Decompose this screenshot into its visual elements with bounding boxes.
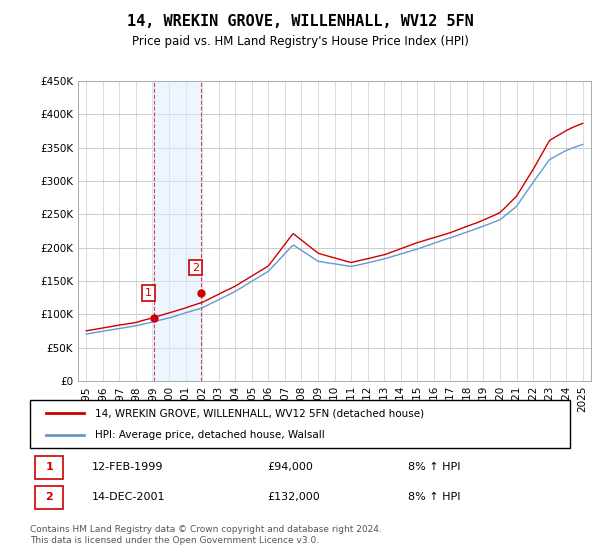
FancyBboxPatch shape: [35, 455, 64, 479]
Text: £94,000: £94,000: [268, 462, 313, 472]
Text: 8% ↑ HPI: 8% ↑ HPI: [408, 492, 461, 502]
Text: HPI: Average price, detached house, Walsall: HPI: Average price, detached house, Wals…: [95, 430, 325, 440]
Text: 2: 2: [46, 492, 53, 502]
Bar: [152, 81, 202, 381]
Text: £132,000: £132,000: [268, 492, 320, 502]
Text: 14-DEC-2001: 14-DEC-2001: [92, 492, 166, 502]
Text: 1: 1: [145, 288, 152, 298]
FancyBboxPatch shape: [30, 400, 570, 448]
Text: Contains HM Land Registry data © Crown copyright and database right 2024.
This d: Contains HM Land Registry data © Crown c…: [30, 525, 382, 545]
Text: 8% ↑ HPI: 8% ↑ HPI: [408, 462, 461, 472]
Text: 2: 2: [192, 263, 199, 273]
Text: Price paid vs. HM Land Registry's House Price Index (HPI): Price paid vs. HM Land Registry's House …: [131, 35, 469, 48]
Text: 12-FEB-1999: 12-FEB-1999: [92, 462, 164, 472]
Text: 1: 1: [46, 462, 53, 472]
Text: 14, WREKIN GROVE, WILLENHALL, WV12 5FN (detached house): 14, WREKIN GROVE, WILLENHALL, WV12 5FN (…: [95, 408, 424, 418]
Text: 14, WREKIN GROVE, WILLENHALL, WV12 5FN: 14, WREKIN GROVE, WILLENHALL, WV12 5FN: [127, 14, 473, 29]
FancyBboxPatch shape: [35, 486, 64, 509]
